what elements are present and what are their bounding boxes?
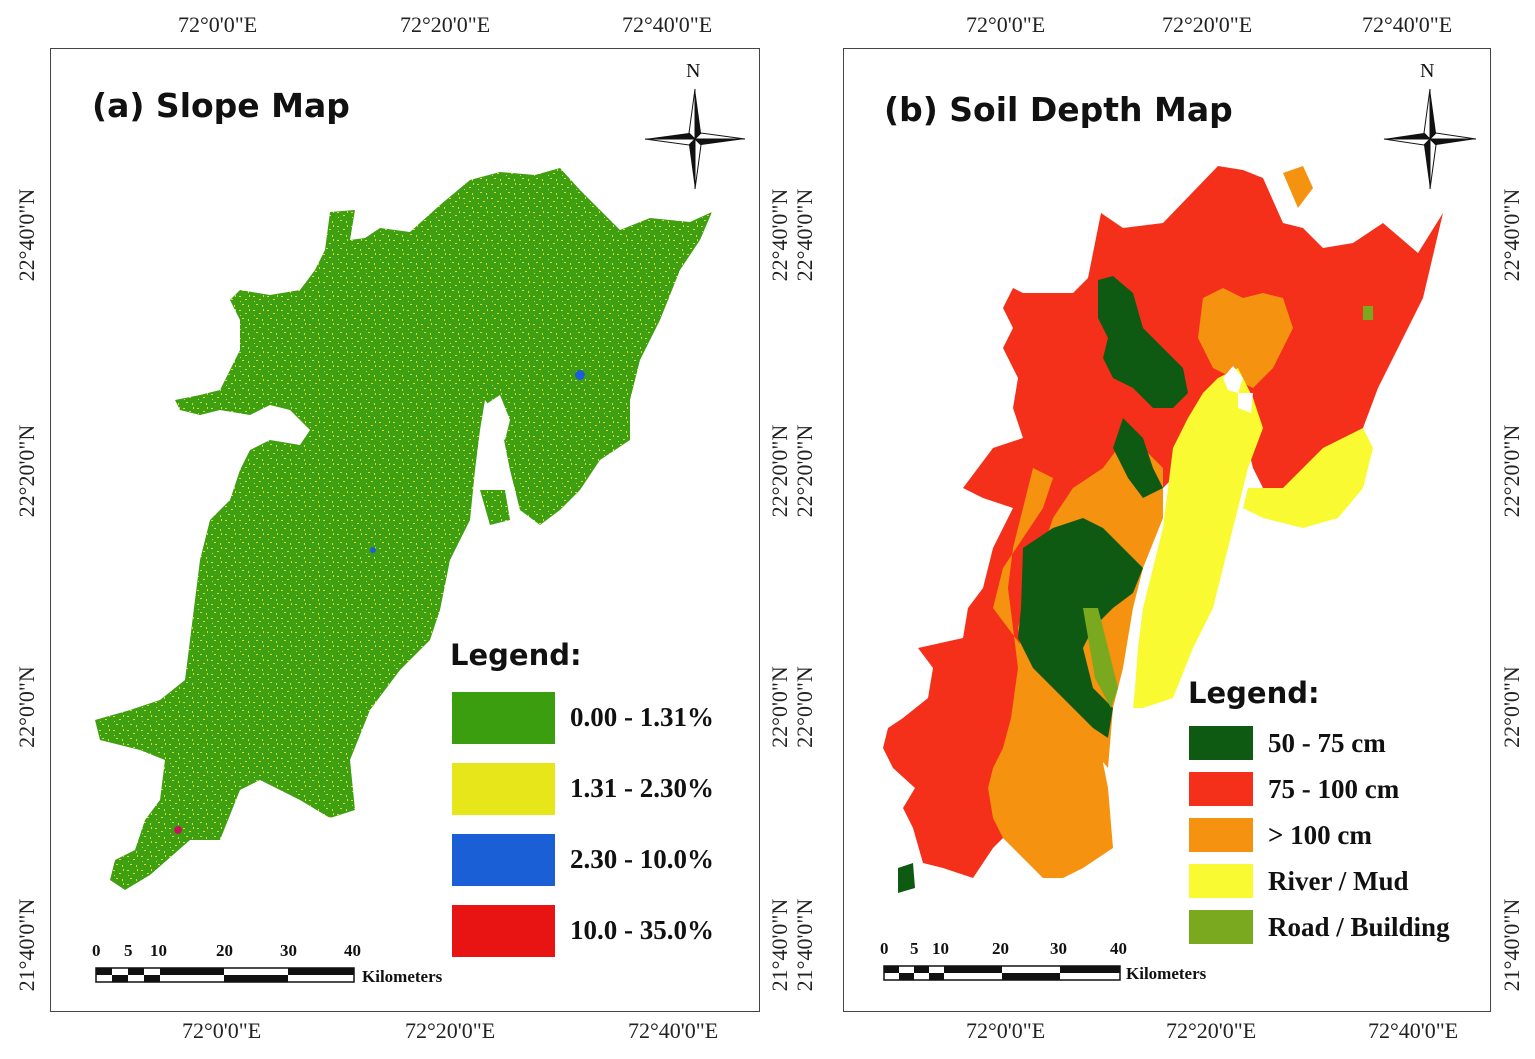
scale-bar-a bbox=[95, 967, 355, 983]
soil-depth-map-title: (b) Soil Depth Map bbox=[884, 90, 1233, 129]
soil-legend-title: Legend: bbox=[1188, 676, 1320, 710]
right-tick-b-3: 22°0'0"N bbox=[1499, 666, 1524, 748]
scale-b-40: 40 bbox=[1110, 939, 1127, 958]
soil-zone-over-100 bbox=[1198, 288, 1293, 388]
north-label-a: N bbox=[686, 60, 701, 82]
soil-legend-label-3: > 100 cm bbox=[1268, 820, 1372, 850]
slope-legend-title: Legend: bbox=[450, 638, 582, 672]
slope-legend-swatch-2 bbox=[452, 763, 555, 815]
slope-legend-label-4: 10.0 - 35.0% bbox=[570, 915, 714, 945]
scale-a-unit: Kilometers bbox=[362, 967, 443, 986]
soil-depth-map-area bbox=[883, 166, 1443, 893]
right-tick-b-2: 22°20'0"N bbox=[1499, 424, 1524, 518]
soil-legend-label-1: 50 - 75 cm bbox=[1268, 728, 1386, 758]
slope-legend-label-1: 0.00 - 1.31% bbox=[570, 702, 714, 732]
left-tick-b-3: 22°0'0"N bbox=[792, 666, 817, 748]
soil-legend-swatch-4 bbox=[1189, 864, 1253, 898]
slope-map-area bbox=[95, 168, 712, 890]
soil-zone-75-100 bbox=[883, 166, 1443, 878]
bottom-tick-a-2: 72°20'0"E bbox=[405, 1018, 496, 1043]
soil-zone-50-75 bbox=[1098, 276, 1188, 408]
soil-legend-label-5: Road / Building bbox=[1268, 912, 1450, 942]
scale-a-20: 20 bbox=[216, 941, 233, 960]
scale-a-30: 30 bbox=[280, 941, 297, 960]
soil-zone-50-75 bbox=[1018, 518, 1143, 738]
soil-zone-over-100 bbox=[988, 468, 1113, 878]
right-tick-a-3: 22°0'0"N bbox=[767, 666, 792, 748]
soil-legend-swatch-5 bbox=[1189, 910, 1253, 944]
soil-legend-swatch-1 bbox=[1189, 726, 1253, 760]
soil-zone-50-75 bbox=[898, 863, 915, 893]
north-label-b: N bbox=[1420, 60, 1435, 82]
top-tick-a-1: 72°0'0"E bbox=[178, 12, 258, 37]
left-tick-b-2: 22°20'0"N bbox=[792, 424, 817, 518]
north-arrow-icon bbox=[1383, 88, 1477, 190]
slope-map-title: (a) Slope Map bbox=[92, 86, 350, 125]
slope-legend-swatch-3 bbox=[452, 834, 555, 886]
scale-bar-b bbox=[883, 965, 1121, 981]
bottom-tick-a-3: 72°40'0"E bbox=[628, 1018, 719, 1043]
left-tick-b-1: 22°40'0"N bbox=[792, 188, 817, 282]
bottom-tick-b-3: 72°40'0"E bbox=[1368, 1018, 1459, 1043]
soil-zone-road-building bbox=[1083, 608, 1118, 708]
scale-a-0: 0 bbox=[92, 941, 101, 960]
top-tick-a-3: 72°40'0"E bbox=[622, 12, 713, 37]
scale-b-20: 20 bbox=[992, 939, 1009, 958]
scale-b-30: 30 bbox=[1050, 939, 1067, 958]
right-tick-a-1: 22°40'0"N bbox=[767, 188, 792, 282]
bottom-tick-b-1: 72°0'0"E bbox=[966, 1018, 1046, 1043]
right-tick-a-2: 22°20'0"N bbox=[767, 424, 792, 518]
top-tick-b-3: 72°40'0"E bbox=[1362, 12, 1453, 37]
soil-legend-label-2: 75 - 100 cm bbox=[1268, 774, 1400, 804]
scale-b-unit: Kilometers bbox=[1126, 964, 1207, 983]
soil-zone-over-100 bbox=[1283, 166, 1313, 208]
soil-legend-swatch-3 bbox=[1189, 818, 1253, 852]
slope-legend-swatch-4 bbox=[452, 905, 555, 957]
scale-b-5: 5 bbox=[910, 939, 919, 958]
left-tick-b-4: 21°40'0"N bbox=[792, 898, 817, 992]
slope-legend-label-3: 2.30 - 10.0% bbox=[570, 844, 714, 874]
bottom-tick-a-1: 72°0'0"E bbox=[182, 1018, 262, 1043]
right-tick-b-1: 22°40'0"N bbox=[1499, 188, 1524, 282]
right-tick-a-4: 21°40'0"N bbox=[767, 898, 792, 992]
soil-zone-50-75 bbox=[1113, 418, 1163, 498]
scale-a-40: 40 bbox=[344, 941, 361, 960]
slope-legend-label-2: 1.31 - 2.30% bbox=[570, 773, 714, 803]
bottom-tick-b-2: 72°20'0"E bbox=[1166, 1018, 1257, 1043]
soil-zone-river-mud bbox=[1243, 428, 1373, 528]
right-tick-b-4: 21°40'0"N bbox=[1499, 898, 1524, 992]
scale-a-5: 5 bbox=[124, 941, 133, 960]
scale-b-10: 10 bbox=[932, 939, 949, 958]
soil-legend-swatch-2 bbox=[1189, 772, 1253, 806]
top-tick-b-1: 72°0'0"E bbox=[966, 12, 1046, 37]
soil-zone-road-building bbox=[1363, 306, 1373, 320]
north-arrow-icon bbox=[644, 88, 746, 190]
scale-b-0: 0 bbox=[880, 939, 889, 958]
top-tick-a-2: 72°20'0"E bbox=[400, 12, 491, 37]
slope-legend-swatch-1 bbox=[452, 692, 555, 744]
soil-legend-label-4: River / Mud bbox=[1268, 866, 1409, 896]
scale-a-10: 10 bbox=[150, 941, 167, 960]
top-tick-b-2: 72°20'0"E bbox=[1162, 12, 1253, 37]
soil-zone-river-mud bbox=[1133, 368, 1263, 708]
